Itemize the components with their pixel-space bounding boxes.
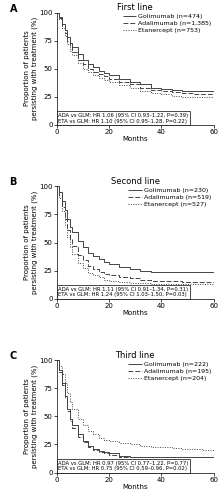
Text: C: C — [10, 352, 17, 362]
Text: A: A — [10, 4, 17, 14]
Text: ADA vs GLM: HR 1.11 (95% CI 0.91–1.34, P=0.31)
ETA vs GLM: HR 1.24 (95% CI 1.03–: ADA vs GLM: HR 1.11 (95% CI 0.91–1.34, P… — [58, 286, 188, 298]
Text: B: B — [10, 178, 17, 188]
Legend: Golimumab (n=222), Adalimumab (n=195), Etanercept (n=204): Golimumab (n=222), Adalimumab (n=195), E… — [128, 361, 212, 382]
X-axis label: Months: Months — [122, 310, 148, 316]
Legend: Golimumab (n=474), Adalimumab (n=1,385), Etanercept (n=753): Golimumab (n=474), Adalimumab (n=1,385),… — [122, 14, 212, 34]
Y-axis label: Proportion of patients
persisting with treatment (%): Proportion of patients persisting with t… — [24, 17, 38, 120]
Title: First line: First line — [117, 2, 153, 12]
X-axis label: Months: Months — [122, 484, 148, 490]
X-axis label: Months: Months — [122, 136, 148, 142]
Y-axis label: Proportion of patients
persisting with treatment (%): Proportion of patients persisting with t… — [24, 191, 38, 294]
Legend: Golimumab (n=230), Adalimumab (n=519), Etanercept (n=527): Golimumab (n=230), Adalimumab (n=519), E… — [128, 188, 212, 208]
Title: Third line: Third line — [115, 350, 155, 360]
Title: Second line: Second line — [111, 176, 160, 186]
Text: ADA vs GLM: HR 1.06 (95% CI 0.93–1.22, P=0.39)
ETA vs GLM: HR 1.10 (95% CI 0.95–: ADA vs GLM: HR 1.06 (95% CI 0.93–1.22, P… — [58, 113, 188, 124]
Text: ADA vs GLM: HR 0.97 (95% CI 0.77–1.22, P=0.77)
ETA vs GLM: HR 0.75 (95% CI 0.59–: ADA vs GLM: HR 0.97 (95% CI 0.77–1.22, P… — [58, 460, 189, 471]
Y-axis label: Proportion of patients
persisting with treatment (%): Proportion of patients persisting with t… — [24, 365, 38, 468]
